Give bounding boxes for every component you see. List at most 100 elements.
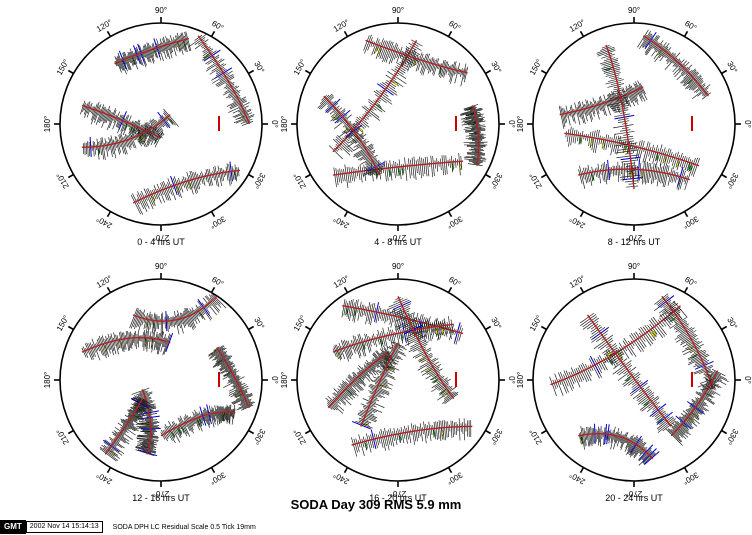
gmt-footer: GMT 2002 Nov 14 15:14:13 SODA DPH LC Res… — [0, 520, 256, 534]
satellite-track — [129, 290, 227, 336]
azimuth-label: 300° — [681, 214, 700, 230]
skyplot-panel: 90° 60° 30° 0° 330° 300° 270° 240° 210° 180° 150° 1… — [516, 6, 752, 247]
azimuth-tick — [210, 467, 216, 474]
azimuth-label: 60° — [683, 19, 698, 33]
azimuth-label: 180° — [43, 116, 52, 133]
satellite-track — [317, 93, 385, 176]
skyplot-panel: 90° 60° 30° 0° 330° 300° 270° 240° 210° 180° 150° 1… — [43, 6, 279, 247]
satellite-track — [188, 33, 255, 126]
azimuth-tick — [485, 173, 492, 179]
azimuth-tick — [485, 429, 492, 435]
skyplot-panel: 90° 60° 30° 0° 330° 300° 270° 240° 210° 180° 150° 1… — [43, 262, 279, 503]
satellite-track — [387, 296, 459, 405]
azimuth-label: 120° — [332, 274, 351, 290]
azimuth-label: 120° — [95, 18, 114, 34]
azimuth-label: 150° — [55, 314, 71, 333]
azimuth-label: 300° — [208, 214, 227, 230]
azimuth-label: 270° — [153, 233, 170, 242]
azimuth-label: 300° — [445, 470, 464, 486]
azimuth-label: 120° — [95, 274, 114, 290]
azimuth-tick — [343, 30, 349, 37]
azimuth-label: 180° — [516, 372, 525, 389]
azimuth-tick — [447, 30, 453, 37]
azimuth-tick — [210, 286, 216, 293]
satellite-track — [564, 126, 700, 177]
azimuth-tick — [67, 325, 74, 331]
azimuth-tick — [248, 173, 255, 179]
azimuth-tick — [721, 325, 728, 331]
azimuth-label: 90° — [155, 6, 167, 15]
satellite-track — [637, 29, 712, 100]
satellite-track — [208, 345, 256, 411]
azimuth-tick — [106, 467, 112, 474]
satellite-track — [114, 31, 192, 75]
azimuth-tick — [485, 69, 492, 75]
panel-label: 8 - 12 hrs UT — [608, 237, 661, 247]
azimuth-label: 330° — [488, 171, 504, 190]
azimuth-label: 300° — [208, 470, 227, 486]
azimuth-tick — [67, 429, 74, 435]
azimuth-tick — [304, 429, 311, 435]
satellite-track — [332, 316, 454, 362]
azimuth-label: 210° — [55, 171, 71, 190]
command-text: SODA DPH LC Residual Scale 0.5 Tick 19mm — [112, 523, 256, 531]
figure-title: SODA Day 309 RMS 5.9 mm — [290, 497, 462, 512]
azimuth-tick — [304, 325, 311, 331]
satellite-track — [130, 161, 241, 215]
azimuth-label: 330° — [724, 171, 740, 190]
azimuth-label: 0° — [743, 376, 752, 384]
azimuth-label: 0° — [270, 376, 279, 384]
azimuth-tick — [210, 211, 216, 218]
satellite-track — [578, 423, 660, 466]
azimuth-tick — [683, 286, 689, 293]
azimuth-tick — [343, 286, 349, 293]
satellite-track — [351, 341, 407, 430]
azimuth-tick — [683, 467, 689, 474]
azimuth-label: 270° — [626, 489, 643, 498]
azimuth-label: 0° — [743, 120, 752, 128]
azimuth-label: 300° — [681, 470, 700, 486]
azimuth-label: 180° — [280, 116, 289, 133]
timestamp: 2002 Nov 14 15:14:13 — [25, 521, 103, 533]
azimuth-tick — [304, 69, 311, 75]
azimuth-label: 240° — [95, 214, 114, 230]
skyplot-panel: 90° 60° 30° 0° 330° 300° 270° 240° 210° 180° 150° 1… — [280, 6, 516, 247]
skyplot-panel: 90° 60° 30° 0° 330° 300° 270° 240° 210° 180° 150° 1… — [280, 262, 516, 503]
horizon-circle — [532, 22, 736, 226]
azimuth-label: 60° — [447, 275, 462, 289]
azimuth-tick — [540, 325, 547, 331]
azimuth-label: 90° — [628, 262, 640, 271]
azimuth-label: 60° — [210, 275, 225, 289]
panel-label: 12 - 16 hrs UT — [132, 493, 190, 503]
azimuth-label: 240° — [332, 470, 351, 486]
azimuth-label: 30° — [252, 60, 266, 75]
azimuth-tick — [579, 30, 585, 37]
azimuth-label: 30° — [252, 316, 266, 331]
azimuth-tick — [248, 69, 255, 75]
azimuth-tick — [248, 429, 255, 435]
azimuth-label: 120° — [568, 18, 587, 34]
satellite-track — [363, 34, 469, 87]
azimuth-label: 210° — [55, 427, 71, 446]
panel-label: 4 - 8 hrs UT — [374, 237, 422, 247]
azimuth-label: 330° — [251, 171, 267, 190]
azimuth-tick — [447, 467, 453, 474]
azimuth-tick — [67, 69, 74, 75]
azimuth-tick — [106, 211, 112, 218]
satellite-track — [596, 44, 643, 190]
azimuth-label: 0° — [270, 120, 279, 128]
azimuth-label: 0° — [507, 376, 516, 384]
azimuth-label: 90° — [628, 6, 640, 15]
azimuth-label: 150° — [292, 314, 308, 333]
azimuth-tick — [540, 429, 547, 435]
satellite-track — [81, 329, 174, 361]
satellite-track — [665, 368, 729, 446]
azimuth-label: 300° — [445, 214, 464, 230]
azimuth-label: 30° — [489, 316, 503, 331]
azimuth-tick — [540, 173, 547, 179]
panel-label: 0 - 4 hrs UT — [137, 237, 185, 247]
satellite-track — [82, 108, 179, 160]
skyplot-panel: 90° 60° 30° 0° 330° 300° 270° 240° 210° 180° 150° 1… — [516, 262, 752, 503]
azimuth-tick — [343, 211, 349, 218]
azimuth-label: 240° — [568, 214, 587, 230]
